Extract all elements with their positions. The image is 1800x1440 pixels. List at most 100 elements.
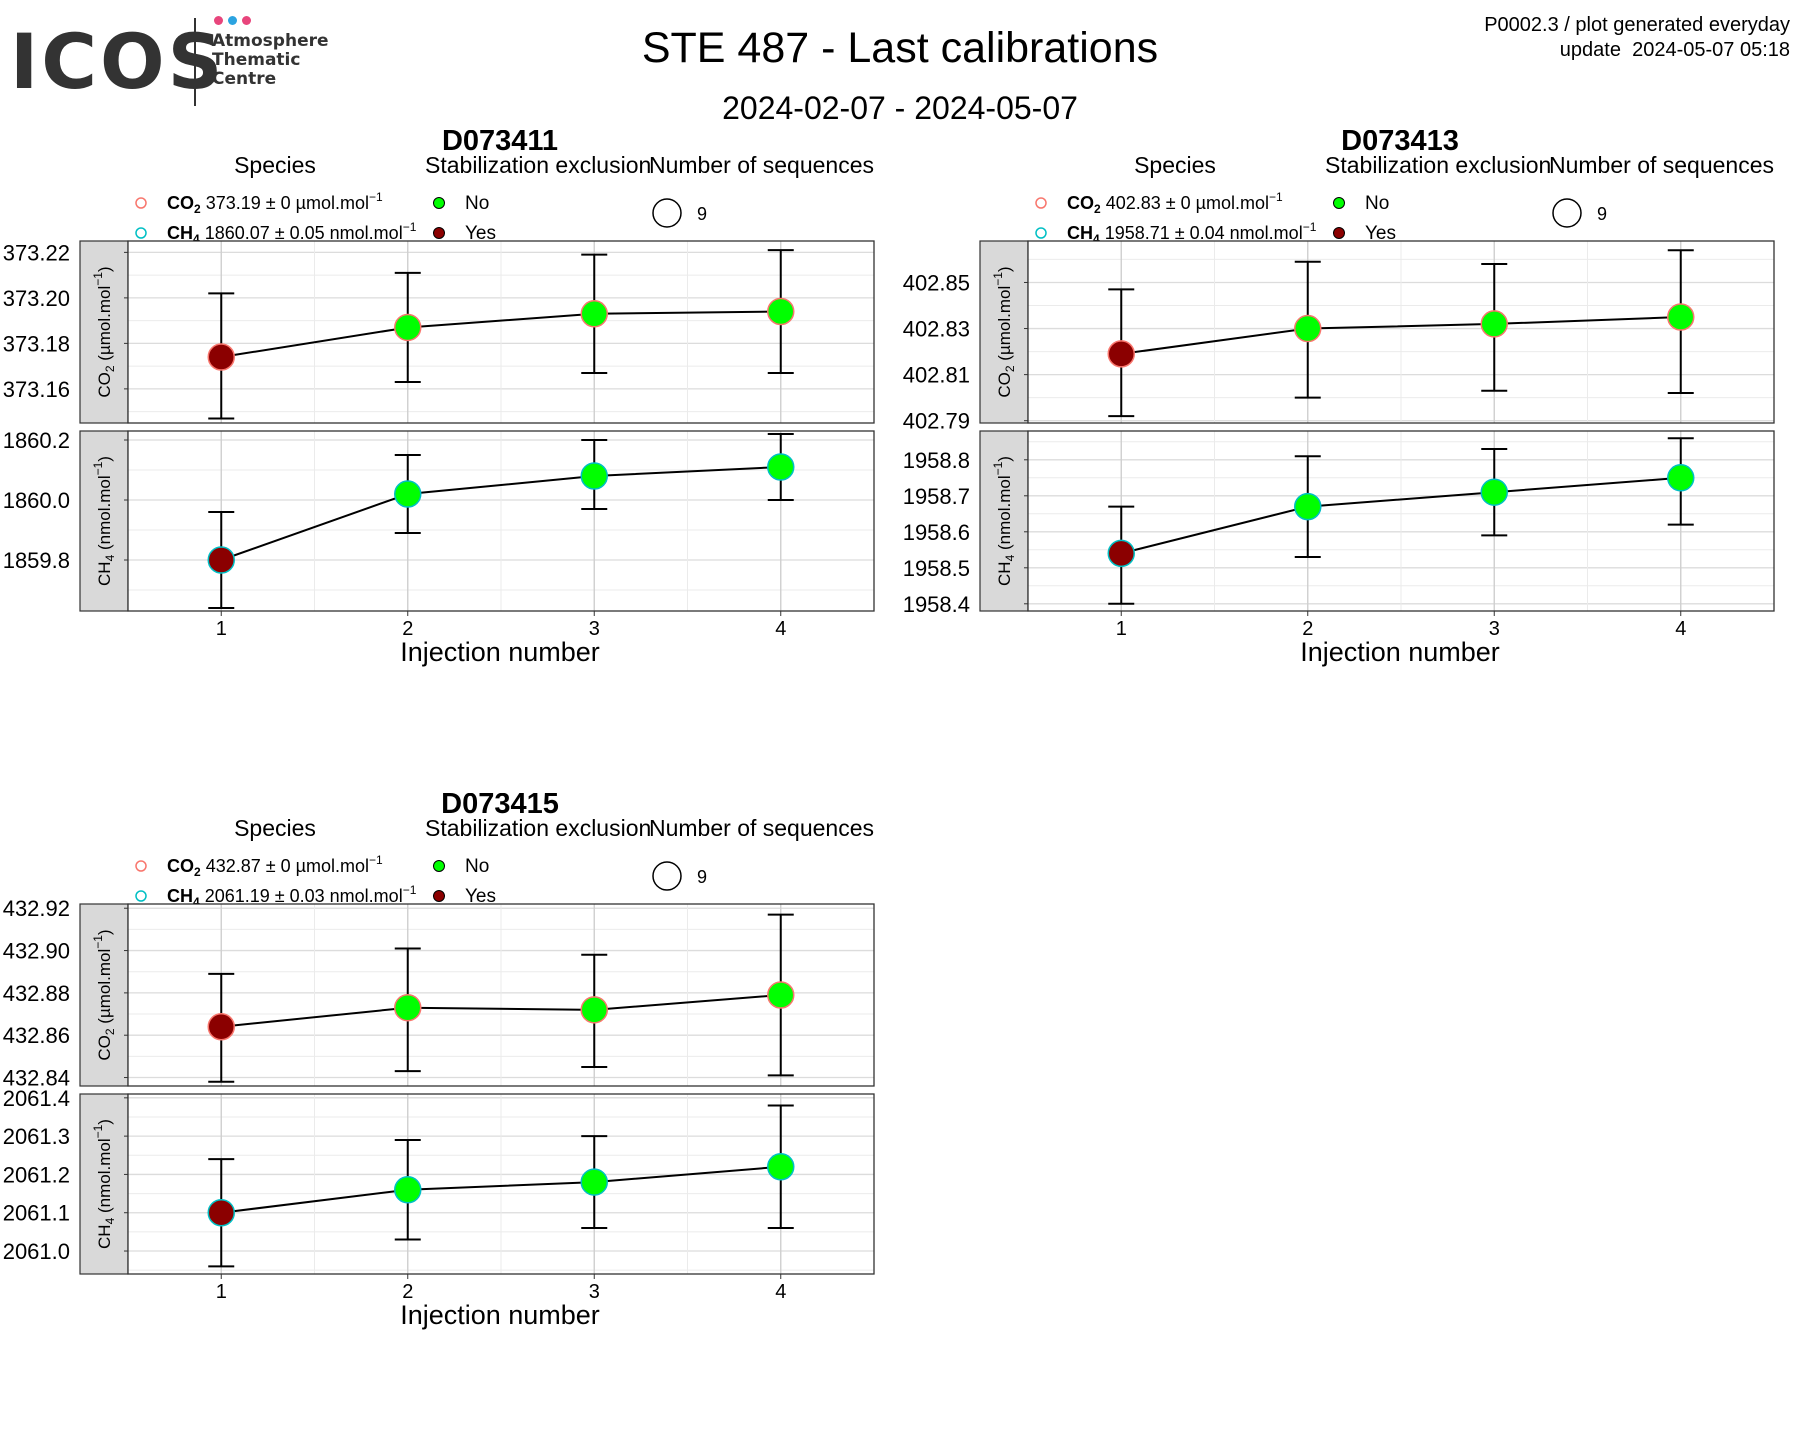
facet-strip [79,903,129,1087]
page-subtitle: 2024-02-07 - 2024-05-07 [722,90,1078,126]
strip-unit: (µmol.mol [995,286,1014,366]
facet-co2: CO2 (µmol.mol−1) 402.79 402.81 402.83 402.85 [903,240,1775,434]
y-tick-label: 373.16 [3,377,70,402]
legend-title-stabilization: Stabilization exclusion [1325,152,1551,178]
x-tick-label: 1 [1116,618,1127,640]
facet-strip [979,430,1029,612]
legend-sequences-key [1552,198,1582,228]
x-tick-label: 3 [589,618,600,640]
legend-title-sequences: Number of sequences [1549,152,1774,178]
strip-subscript: 2 [103,365,117,372]
strip-unit: (µmol.mol [95,286,114,366]
legend-species-subscript: 2 [194,202,201,216]
strip-species: CO [95,1035,114,1061]
legend-species-value: 373.19 ± 0 µmol.mol [201,193,369,213]
data-point [1667,464,1695,492]
y-tick-label: 402.83 [903,317,970,342]
legend-species-name: CH [167,223,193,243]
legend-species-name: CO [167,856,194,876]
logo-wordmark: ICOS [10,17,226,106]
strip-unit: (nmol.mol [95,1138,114,1217]
strip-close-paren: ) [95,266,114,272]
data-point [1480,478,1508,506]
strip-subscript: 2 [1003,365,1017,372]
strip-species: CH [95,561,114,586]
logo-dot-1 [214,16,223,25]
strip-species: CO [95,372,114,398]
y-tick-label: 373.20 [3,286,70,311]
chart-title: D073413 [1341,130,1459,157]
series-line-ch4 [221,1165,781,1214]
facet-ch4: CH4 (nmol.mol−1) 1859.8 1860.0 1860.2 [3,428,875,612]
x-tick-label: 4 [1675,618,1686,640]
strip-subscript: 4 [1003,554,1017,561]
logo-dot-2 [228,16,237,25]
y-tick-label: 1859.8 [3,548,70,573]
data-point [394,480,422,508]
facet-strip-label: CO2 (µmol.mol−1) [991,266,1017,397]
plot-border [127,1093,875,1275]
legend-species-label-ch4: CH4 2061.19 ± 0.03 nmol.mol−1 [167,883,417,909]
strip-close-paren: ) [995,456,1014,462]
logo-dot-3 [242,16,251,25]
data-point [767,1153,795,1181]
legend-sequences-label: 9 [1597,204,1607,224]
legend-sequences-key [652,861,682,891]
strip-species: CH [995,561,1014,586]
data-point [394,313,422,342]
legend-stab-key-yes [1333,227,1345,239]
y-tick-label: 1958.7 [903,484,970,509]
strip-subscript: 2 [103,1028,117,1035]
legend-sequences-key [652,198,682,228]
legend-stab-label-no: No [465,193,489,214]
legend-species-label-co2: CO2 402.83 ± 0 µmol.mol−1 [1067,190,1283,216]
legend-stab-label-no: No [465,856,489,877]
y-tick-label: 1958.6 [903,520,970,545]
legend-species-value: 1958.71 ± 0.04 nmol.mol [1100,223,1303,243]
x-tick-label: 3 [1489,618,1500,640]
legend-species-key-ch4 [135,227,147,239]
strip-superscript: −1 [991,461,1005,475]
legend-sequences-label: 9 [697,867,707,887]
data-point [394,1175,422,1204]
facet-ch4: CH4 (nmol.mol−1) 1958.4 1958.5 1958.6 1958.7… [903,430,1775,617]
legend-species-name: CO [1067,193,1094,213]
legend-title-species: Species [234,152,316,178]
x-axis-label: Injection number [400,637,600,667]
legend-species-superscript: −1 [403,220,417,234]
x-tick-label: 2 [1302,618,1313,640]
y-tick-label: 432.86 [3,1023,70,1048]
legend-stab-key-no [433,860,445,872]
legend-title-sequences: Number of sequences [649,152,874,178]
legend-stab-label-yes: Yes [465,886,496,907]
generation-line-1: P0002.3 / plot generated everyday [1484,14,1790,36]
strip-superscript: −1 [91,1124,105,1138]
series-line-co2 [1121,316,1681,355]
x-tick-label: 1 [216,618,227,640]
page-title: STE 487 - Last calibrations [641,24,1159,72]
legend-stab-key-yes [433,890,445,902]
legend-species-key-co2 [135,197,147,209]
x-tick-label: 2 [402,1281,413,1303]
plot-border [127,430,875,612]
y-tick-label: 402.81 [903,363,970,388]
legend-species-name: CH [1067,223,1093,243]
facet-strip [979,240,1029,424]
legend-species-superscript: −1 [403,883,417,897]
series-line-ch4 [220,466,781,561]
legend-stab-label-no: No [1365,193,1389,214]
legend-stab-key-no [1333,197,1345,209]
plot-border [1027,240,1775,424]
facet-strip [79,430,129,612]
logo-line-2: Thematic [212,50,301,70]
data-point [207,1198,235,1227]
data-point [394,993,422,1022]
chart-svg-1: D073411 Species Stabilization exclusionNum… [3,130,875,667]
legend-species-value: 402.83 ± 0 µmol.mol [1101,193,1269,213]
data-point [1480,310,1508,338]
strip-superscript: −1 [91,272,105,286]
series-line-co2 [221,994,781,1028]
plot-border [1027,430,1775,612]
legend-species-key-co2 [135,860,147,872]
legend-title-stabilization: Stabilization exclusion [425,152,651,178]
